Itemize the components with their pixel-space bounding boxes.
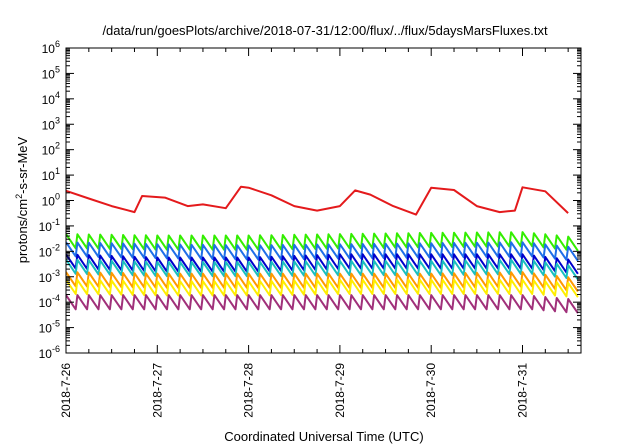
x-tick-label: 2018-7-30 (424, 363, 438, 418)
y-tick-label: 103 (42, 115, 60, 132)
x-tick-label: 2018-7-26 (59, 363, 73, 418)
x-axis: 2018-7-26 2018-7-27 2018-7-28 2018-7-29 2018… (59, 48, 569, 418)
x-axis-label: Coordinated Universal Time (UTC) (224, 429, 423, 444)
series-line-1 (66, 231, 579, 252)
y-tick-label: 10-6 (39, 344, 60, 361)
y-tick-label: 10-2 (39, 242, 60, 259)
svg-text:protons/cm2-s-sr-MeV: protons/cm2-s-sr-MeV (14, 136, 30, 263)
y-tick-label: 10-3 (39, 268, 60, 285)
y-tick-label: 10-4 (39, 293, 60, 310)
y-tick-label: 101 (42, 166, 60, 183)
y-tick-label: 10-1 (39, 217, 60, 234)
y-tick-label: 104 (42, 90, 60, 107)
y-tick-label: 100 (42, 192, 60, 209)
y-tick-label: 102 (42, 141, 60, 158)
y-tick-label: 106 (42, 39, 60, 56)
y-axis-label: protons/cm2-s-sr-MeV (14, 136, 30, 263)
series-line-3 (66, 253, 579, 275)
x-tick-label: 2018-7-27 (150, 363, 164, 418)
chart-title: /data/run/goesPlots/archive/2018-07-31/1… (102, 23, 548, 38)
x-tick-label: 2018-7-31 (516, 363, 530, 418)
series-line-5 (66, 271, 579, 293)
y-tick-label: 105 (42, 64, 60, 81)
series-line-2 (66, 241, 579, 262)
series-line-6 (66, 278, 579, 298)
y-axis-label-part1: protons/cm (15, 199, 30, 263)
series-line-4 (66, 258, 579, 280)
plot-lines (66, 185, 579, 314)
x-tick-label: 2018-7-29 (333, 363, 347, 418)
y-axis-label-sup: 2 (14, 194, 24, 199)
y-axis-label-part2: -s-sr-MeV (15, 136, 30, 193)
series-line-7 (66, 294, 579, 314)
series-line-0 (66, 185, 569, 216)
y-tick-label: 10-5 (39, 319, 60, 336)
x-tick-label: 2018-7-28 (242, 363, 256, 418)
y-axis: 10-6 10-5 10-4 10-3 10-2 10-1 100 101 102 103 104 1… (39, 39, 581, 361)
